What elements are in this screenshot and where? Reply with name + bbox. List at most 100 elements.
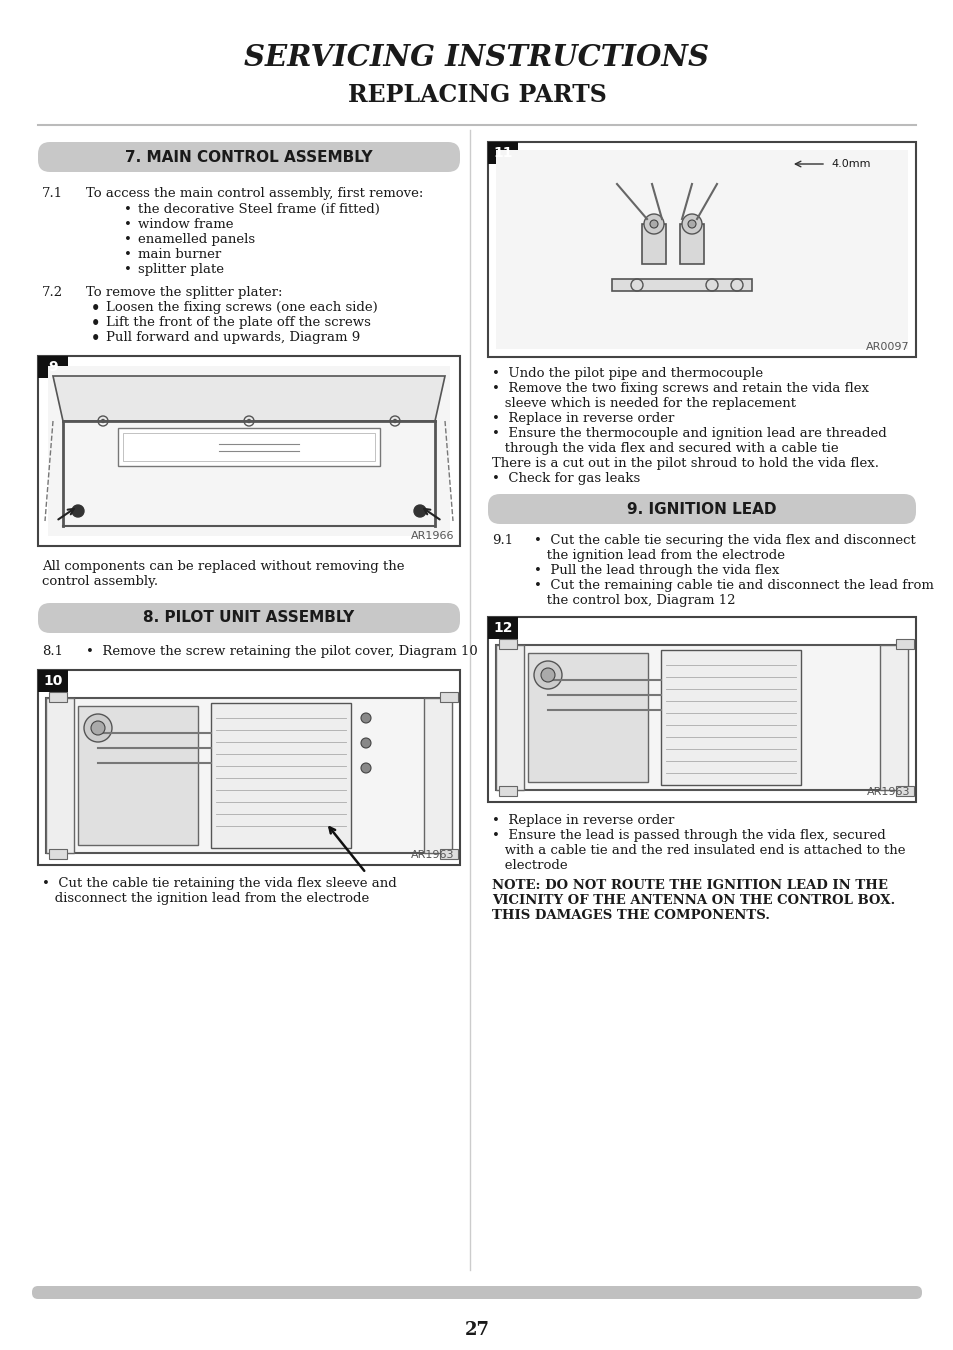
Text: •: • [124,234,132,246]
Circle shape [540,668,555,682]
Text: There is a cut out in the pilot shroud to hold the vida flex.: There is a cut out in the pilot shroud t… [492,458,878,470]
Bar [78,706,198,845]
Bar [38,356,68,378]
Circle shape [84,714,112,743]
Text: 12: 12 [493,621,512,634]
Text: through the vida flex and secured with a cable tie: through the vida flex and secured with a… [492,441,838,455]
Text: •  Ensure the lead is passed through the vida flex, secured: • Ensure the lead is passed through the … [492,829,884,842]
Text: 9. IGNITION LEAD: 9. IGNITION LEAD [626,501,776,517]
Text: •: • [91,301,101,316]
Text: •: • [124,263,132,275]
Text: •: • [91,331,101,346]
Circle shape [360,738,371,748]
Text: the ignition lead from the electrode: the ignition lead from the electrode [534,549,784,562]
Bar [38,670,459,865]
Text: 10: 10 [43,674,63,688]
Bar [38,356,459,545]
Bar [660,649,801,784]
Circle shape [71,505,84,517]
Text: AR1963: AR1963 [410,850,454,860]
FancyBboxPatch shape [488,494,915,524]
Text: enamelled panels: enamelled panels [138,234,254,246]
FancyBboxPatch shape [38,603,459,633]
Text: 9: 9 [49,360,58,374]
Bar [498,639,517,649]
Bar [496,150,907,350]
Bar [498,786,517,796]
Text: sleeve which is needed for the replacement: sleeve which is needed for the replaceme… [492,397,795,410]
Bar [488,142,517,163]
Bar [38,670,68,693]
Bar [496,645,523,790]
Text: 9.1: 9.1 [492,535,513,547]
Text: Lift the front of the plate off the screws: Lift the front of the plate off the scre… [106,316,371,329]
Text: •: • [124,217,132,231]
Text: 8. PILOT UNIT ASSEMBLY: 8. PILOT UNIT ASSEMBLY [143,610,355,625]
Bar [118,428,379,466]
Text: •: • [124,248,132,261]
Text: with a cable tie and the red insulated end is attached to the: with a cable tie and the red insulated e… [492,844,904,857]
Bar [612,279,751,292]
Bar [48,366,450,536]
Text: •  Pull the lead through the vida flex: • Pull the lead through the vida flex [534,564,779,576]
Text: the decorative Steel frame (if fitted): the decorative Steel frame (if fitted) [138,202,379,216]
Bar [46,698,74,853]
Bar [123,433,375,460]
FancyBboxPatch shape [32,1287,921,1299]
Text: To access the main control assembly, first remove:: To access the main control assembly, fir… [86,188,423,200]
Text: REPLACING PARTS: REPLACING PARTS [347,82,606,107]
Text: the control box, Diagram 12: the control box, Diagram 12 [534,594,735,608]
Text: AR1966: AR1966 [410,531,454,541]
Text: •  Cut the remaining cable tie and disconnect the lead from: • Cut the remaining cable tie and discon… [534,579,933,593]
Bar [488,617,915,802]
Bar [439,849,457,859]
Circle shape [360,713,371,724]
Text: 11: 11 [493,146,512,161]
Bar [488,617,517,639]
Circle shape [649,220,658,228]
Circle shape [681,215,701,234]
Circle shape [687,220,696,228]
Bar [49,849,67,859]
Circle shape [91,721,105,734]
Text: 7.1: 7.1 [42,188,63,200]
Text: •  Ensure the thermocouple and ignition lead are threaded: • Ensure the thermocouple and ignition l… [492,427,886,440]
Circle shape [247,420,251,423]
Text: •  Check for gas leaks: • Check for gas leaks [492,472,639,485]
Text: main burner: main burner [138,248,221,261]
Bar [211,703,351,848]
Bar [46,698,452,853]
Text: Loosen the fixing screws (one each side): Loosen the fixing screws (one each side) [106,301,377,315]
Circle shape [393,420,396,423]
Bar [439,693,457,702]
Text: •  Remove the two fixing screws and retain the vida flex: • Remove the two fixing screws and retai… [492,382,868,396]
FancyBboxPatch shape [38,142,459,171]
Circle shape [643,215,663,234]
Bar [496,645,907,790]
Text: AR1963: AR1963 [865,787,909,796]
Text: To remove the splitter plater:: To remove the splitter plater: [86,286,282,298]
Text: disconnect the ignition lead from the electrode: disconnect the ignition lead from the el… [42,892,369,904]
Circle shape [414,505,426,517]
Text: •: • [91,316,101,331]
Bar [49,693,67,702]
Bar [879,645,907,790]
Text: •: • [124,202,132,216]
Bar [488,142,915,356]
Bar [527,653,647,782]
Text: splitter plate: splitter plate [138,263,224,275]
Bar [679,224,703,265]
Bar [423,698,452,853]
Text: •  Cut the cable tie retaining the vida flex sleeve and: • Cut the cable tie retaining the vida f… [42,878,396,890]
Text: •  Cut the cable tie securing the vida flex and disconnect: • Cut the cable tie securing the vida fl… [534,535,915,547]
Bar [895,786,913,796]
Polygon shape [53,377,444,421]
Bar [641,224,665,265]
Circle shape [360,763,371,774]
Text: 8.1: 8.1 [42,645,63,657]
Bar [895,639,913,649]
Text: All components can be replaced without removing the: All components can be replaced without r… [42,560,404,572]
Circle shape [101,420,105,423]
Text: •  Remove the screw retaining the pilot cover, Diagram 10: • Remove the screw retaining the pilot c… [86,645,477,657]
Text: 7. MAIN CONTROL ASSEMBLY: 7. MAIN CONTROL ASSEMBLY [125,150,373,165]
